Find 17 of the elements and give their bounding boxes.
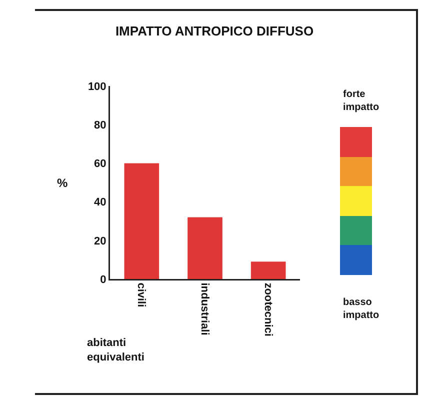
x-tick-label: civili [135, 282, 148, 308]
y-tick-label: 40 [94, 196, 106, 209]
bar [250, 262, 286, 279]
y-tick-label: 0 [100, 274, 106, 286]
text: basso impatto [343, 297, 380, 321]
y-axis-title: % [57, 176, 68, 190]
y-tick-label: 20 [94, 235, 106, 248]
y-tick-label: 80 [94, 119, 106, 132]
x-axis-title: abitanti equivalenti [87, 337, 144, 364]
y-tick-label: 60 [94, 158, 106, 170]
chart-title: IMPATTO ANTROPICO DIFFUSO [115, 24, 314, 39]
bar [124, 163, 160, 279]
x-tick-label: zootecnici [262, 282, 274, 336]
text: forte impatto [343, 89, 380, 113]
y-tick-label: 100 [88, 80, 106, 93]
bar [188, 217, 222, 279]
x-tick-label: industriali [198, 282, 210, 336]
